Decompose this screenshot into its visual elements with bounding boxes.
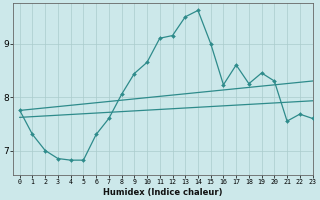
- X-axis label: Humidex (Indice chaleur): Humidex (Indice chaleur): [103, 188, 223, 197]
